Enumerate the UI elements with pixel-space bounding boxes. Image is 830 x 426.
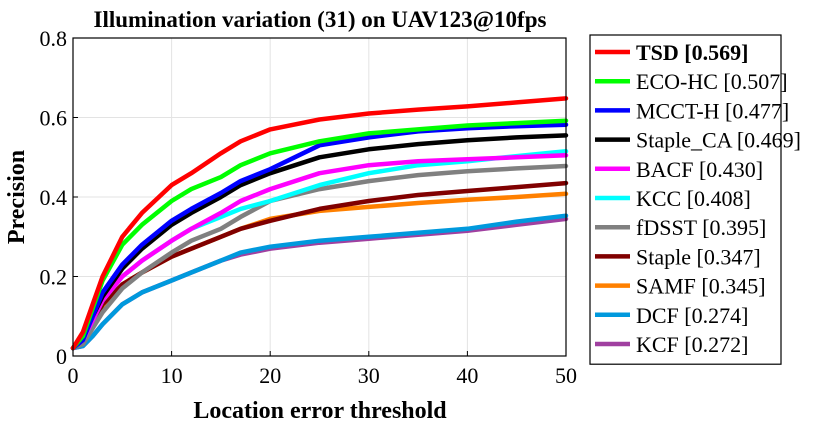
y-tick-label: 0.6 [40, 106, 68, 131]
series-line-9 [70, 213, 569, 351]
axes: 0 10 20 30 40 50 0 0.2 0.4 0.6 0.8 [40, 26, 578, 388]
legend-label: Staple_CA [0.469] [636, 128, 801, 153]
x-tick-label: 30 [358, 363, 380, 388]
x-tick-label: 50 [555, 363, 577, 388]
series-line-6 [70, 163, 569, 351]
legend: TSD [0.569] ECO-HC [0.507] MCCT-H [0.477] S… [589, 34, 801, 365]
series-line-0 [70, 96, 569, 351]
x-tick-label: 0 [68, 363, 79, 388]
y-tick-label: 0.2 [40, 265, 68, 290]
y-axis-label: Precision [4, 150, 30, 244]
legend-label: SAMF [0.345] [636, 274, 766, 299]
chart-title: Illumination variation (31) on UAV123@10… [94, 7, 547, 33]
legend-label: TSD [0.569] [636, 40, 748, 65]
plot-frame [72, 37, 567, 357]
legend-label: BACF [0.430] [636, 157, 763, 182]
legend-label: KCF [0.272] [636, 332, 748, 357]
legend-label: DCF [0.274] [636, 303, 748, 328]
legend-label: fDSST [0.395] [636, 215, 766, 240]
series-lines [70, 96, 569, 351]
legend-label: MCCT-H [0.477] [636, 98, 789, 123]
legend-label: ECO-HC [0.507] [636, 69, 788, 94]
y-tick-label: 0.8 [40, 26, 68, 51]
x-tick-label: 40 [456, 363, 478, 388]
series-line-1 [70, 118, 569, 351]
x-axis-label: Location error threshold [193, 398, 447, 424]
series-line-5 [70, 149, 569, 351]
legend-label: KCC [0.408] [636, 186, 751, 211]
y-tick-label: 0.4 [40, 185, 68, 210]
x-tick-label: 10 [161, 363, 183, 388]
x-tick-label: 20 [259, 363, 281, 388]
legend-label: Staple [0.347] [636, 244, 761, 269]
y-tick-label: 0 [56, 344, 67, 369]
